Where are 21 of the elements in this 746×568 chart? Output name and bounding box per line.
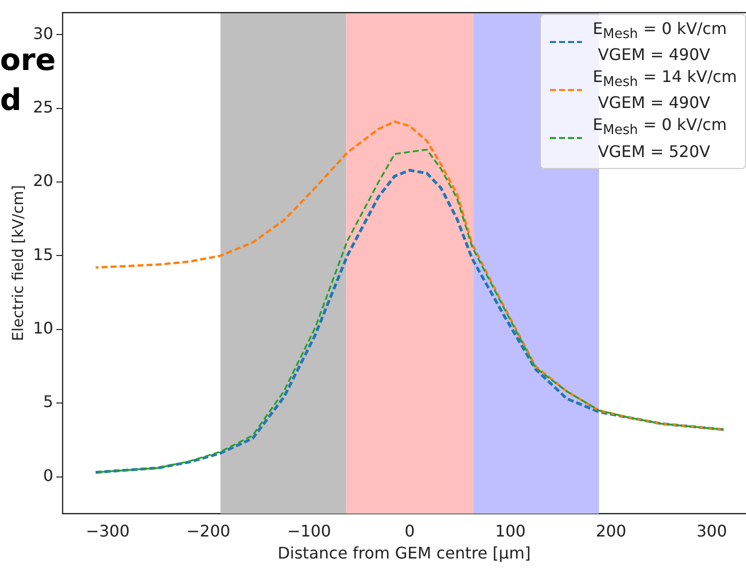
y-tick-label: 20 (33, 171, 54, 190)
y-tick-label: 5 (43, 392, 54, 412)
y-tick-label: 30 (33, 24, 54, 43)
legend-label: E$_{Mesh}$ = 0 kV/cm VGEM = 490V (592, 19, 727, 66)
legend-label: E$_{Mesh}$ = 0 kV/cm VGEM = 520V (592, 115, 727, 162)
x-tick-label: −300 (86, 521, 130, 540)
x-tick-label: −200 (186, 521, 230, 540)
x-tick-label: 300 (696, 521, 728, 540)
text: ore (0, 42, 56, 80)
y-axis-title: Electric field [kV/cm] (8, 185, 27, 342)
y-tick-label: 10 (33, 318, 54, 338)
x-tick-label: −100 (287, 521, 332, 540)
x-tick-label: 200 (596, 521, 626, 540)
y-tick-label: 0 (43, 466, 54, 485)
text: d (0, 82, 22, 120)
x-tick-label: 100 (495, 521, 526, 540)
y-tick-label: 25 (33, 98, 54, 117)
legend-label: E$_{Mesh}$ = 14 kV/cm VGEM = 490V (592, 67, 737, 114)
x-tick-label: 0 (404, 521, 415, 540)
x-axis-title: Distance from GEM centre [μm] (278, 544, 531, 563)
y-tick-label: 15 (33, 244, 54, 264)
